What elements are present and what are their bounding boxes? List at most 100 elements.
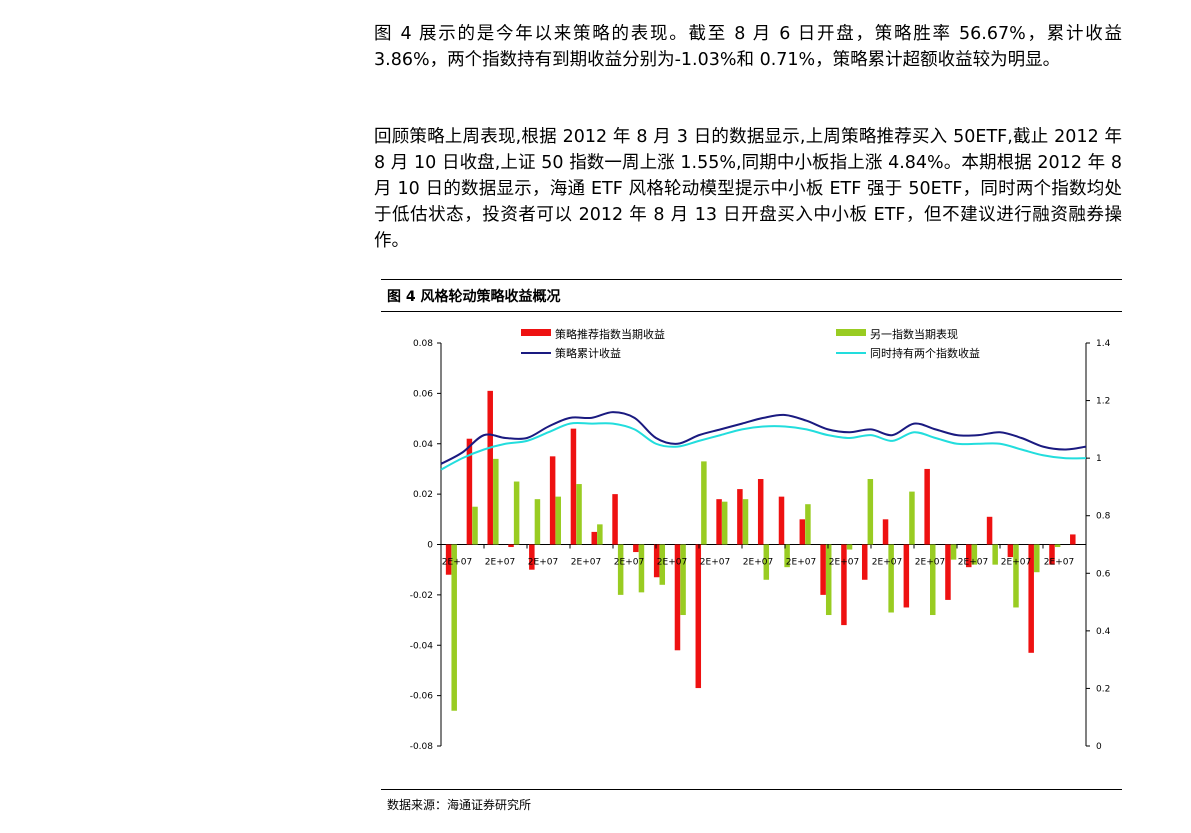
green-bar xyxy=(846,544,853,550)
right-tick-label: 0.6 xyxy=(1096,569,1111,579)
green-bar xyxy=(784,544,790,568)
right-tick-label: 1.4 xyxy=(1096,339,1111,349)
green-bar xyxy=(742,499,749,545)
green-bar xyxy=(493,458,499,545)
green-bar xyxy=(638,544,645,593)
x-tick-label: 2E+07 xyxy=(442,558,472,568)
left-tick-label: 0 xyxy=(427,541,433,551)
x-tick-label: 2E+07 xyxy=(786,558,816,568)
figure-bottom-rule xyxy=(381,789,1122,790)
red-bar xyxy=(882,519,889,545)
red-bar xyxy=(695,544,702,689)
red-bar xyxy=(591,531,597,545)
red-bar xyxy=(778,496,785,545)
green-bar xyxy=(451,544,457,711)
red-bar xyxy=(466,438,473,545)
x-tick-label: 2E+07 xyxy=(872,558,902,568)
figure-title-rule xyxy=(381,311,1122,312)
right-tick-label: 0.2 xyxy=(1096,684,1110,694)
paragraph-2: 回顾策略上周表现,根据 2012 年 8 月 3 日的数据显示,上周策略推荐买入… xyxy=(374,127,1122,251)
green-bar xyxy=(472,506,478,545)
left-tick-label: -0.08 xyxy=(410,742,434,752)
x-tick-label: 2E+07 xyxy=(829,558,859,568)
red-bar xyxy=(612,494,618,545)
x-tick-label: 2E+07 xyxy=(485,558,515,568)
red-bar xyxy=(986,516,993,545)
green-bar xyxy=(1054,544,1061,548)
red-bar xyxy=(1028,544,1034,653)
red-bar xyxy=(716,499,722,545)
x-tick-label: 2E+07 xyxy=(1001,558,1031,568)
green-bar xyxy=(513,481,520,545)
figure-title: 图 4 风格轮动策略收益概况 xyxy=(387,289,561,305)
red-bar xyxy=(820,544,826,595)
right-tick-label: 1.2 xyxy=(1096,397,1110,407)
legend-label: 同时持有两个指数收益 xyxy=(870,346,980,360)
green-bar xyxy=(721,501,728,545)
green-bar xyxy=(950,544,957,560)
red-bar xyxy=(445,544,452,575)
red-bar xyxy=(1070,534,1076,545)
figure-top-rule xyxy=(381,279,1122,280)
legend-swatch xyxy=(521,329,551,336)
green-bar xyxy=(617,544,624,595)
x-tick-label: 2E+07 xyxy=(958,558,988,568)
green-bar xyxy=(825,544,832,616)
figure-source: 数据来源：海通证券研究所 xyxy=(387,798,532,812)
red-bar xyxy=(757,479,764,545)
green-bar xyxy=(659,544,666,585)
green-bar xyxy=(992,544,998,565)
green-bar xyxy=(909,491,915,545)
red-bar xyxy=(924,468,930,545)
green-bar xyxy=(971,544,978,565)
green-bar xyxy=(867,479,874,545)
x-tick-label: 2E+07 xyxy=(657,558,687,568)
red-bar xyxy=(737,489,743,545)
green-bar xyxy=(701,461,707,545)
x-tick-label: 2E+07 xyxy=(1044,558,1074,568)
green-bar xyxy=(597,524,603,545)
red-bar xyxy=(861,544,868,580)
left-tick-label: 0.08 xyxy=(413,339,433,349)
left-tick-label: -0.04 xyxy=(410,641,434,651)
legend-label: 策略累计收益 xyxy=(555,346,621,360)
x-tick-label: 2E+07 xyxy=(614,558,644,568)
paragraph-1: 图 4 展示的是今年以来策略的表现。截至 8 月 6 日开盘，策略胜率 56.6… xyxy=(374,24,1122,70)
legend-label: 另一指数当期表现 xyxy=(870,327,958,341)
red-bar xyxy=(487,390,493,545)
green-bar xyxy=(1013,544,1019,608)
green-bar xyxy=(1034,544,1040,573)
left-tick-label: 0.06 xyxy=(413,389,433,399)
strategy-return-chart: 0.08 0.06 0.04 0.02 0 -0.02 -0.04 -0.06 -0.08 1.4… xyxy=(410,327,1111,752)
strategy-cumulative-line xyxy=(440,411,1087,465)
red-bar xyxy=(799,519,806,545)
both-indices-line xyxy=(440,421,1087,471)
green-bar xyxy=(555,496,561,545)
red-bar xyxy=(674,544,681,651)
right-tick-label: 1 xyxy=(1096,454,1102,464)
legend-label: 策略推荐指数当期收益 xyxy=(555,327,665,341)
left-tick-label: 0.02 xyxy=(413,490,433,500)
right-tick-label: 0.8 xyxy=(1096,512,1111,522)
green-bar xyxy=(680,544,686,616)
right-tick-label: 0.4 xyxy=(1096,627,1111,637)
right-tick-label: 0 xyxy=(1096,742,1102,752)
x-tick-label: 2E+07 xyxy=(743,558,773,568)
red-bar xyxy=(966,544,972,568)
x-tick-label: 2E+07 xyxy=(571,558,601,568)
red-bar xyxy=(549,456,556,545)
left-tick-label: 0.04 xyxy=(413,440,433,450)
red-bar xyxy=(633,544,639,553)
green-bar xyxy=(888,544,894,613)
red-bar xyxy=(1007,544,1014,558)
red-bar xyxy=(1049,544,1055,565)
green-bar xyxy=(534,499,541,545)
left-tick-label: -0.02 xyxy=(410,591,433,601)
red-bar xyxy=(945,544,951,600)
red-bar xyxy=(653,544,660,578)
green-bar xyxy=(576,484,582,545)
red-bar xyxy=(508,544,514,548)
red-bar xyxy=(570,428,577,545)
green-bar xyxy=(763,544,770,580)
red-bar xyxy=(903,544,910,608)
